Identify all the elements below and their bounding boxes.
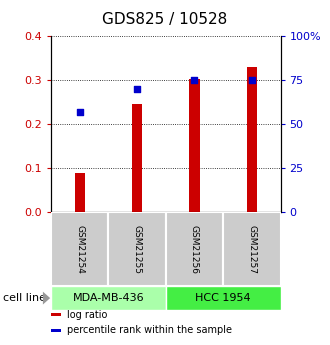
Point	[192, 77, 197, 83]
Text: GSM21255: GSM21255	[133, 225, 142, 274]
Bar	[51, 212, 109, 286]
Bar	[166, 286, 280, 310]
Text: GSM21256: GSM21256	[190, 225, 199, 274]
Text: GDS825 / 10528: GDS825 / 10528	[102, 12, 228, 27]
Text: cell line: cell line	[3, 293, 46, 303]
Point	[77, 109, 82, 115]
Bar	[189, 79, 200, 212]
Text: HCC 1954: HCC 1954	[195, 293, 251, 303]
Bar	[132, 105, 142, 212]
Text: GSM21254: GSM21254	[75, 225, 84, 274]
Text: log ratio: log ratio	[67, 309, 108, 319]
Bar	[75, 172, 85, 212]
Bar	[247, 67, 257, 212]
Text: MDA-MB-436: MDA-MB-436	[73, 293, 144, 303]
Bar	[51, 313, 61, 316]
Bar	[223, 212, 280, 286]
Bar	[51, 286, 166, 310]
Point	[135, 86, 140, 92]
Bar	[109, 212, 166, 286]
Point	[249, 77, 254, 83]
Text: percentile rank within the sample: percentile rank within the sample	[67, 325, 232, 335]
Text: GSM21257: GSM21257	[247, 225, 256, 274]
Bar	[51, 328, 61, 332]
Bar	[166, 212, 223, 286]
